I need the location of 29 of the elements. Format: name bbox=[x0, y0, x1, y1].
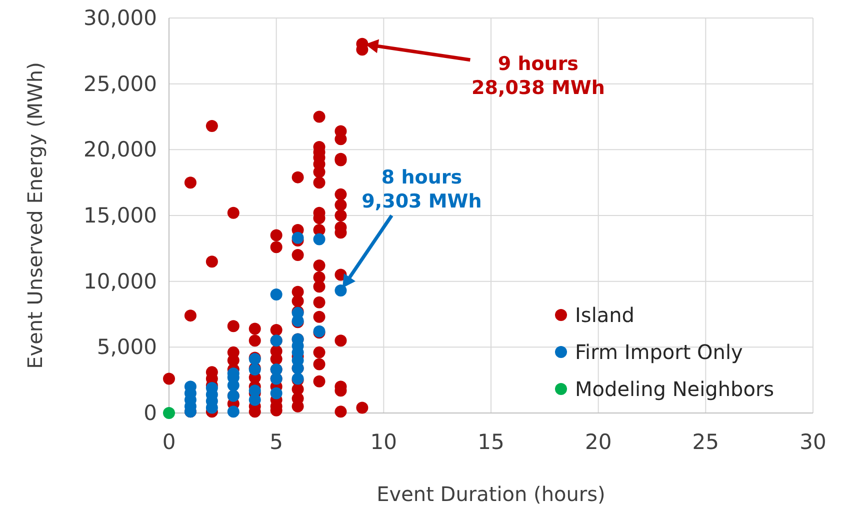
x-tick-label: 10 bbox=[370, 430, 398, 454]
y-tick-label: 20,000 bbox=[84, 138, 157, 162]
y-tick-label: 10,000 bbox=[84, 269, 157, 294]
annotation: 9 hours 28,038 MWh bbox=[472, 52, 605, 99]
point bbox=[163, 407, 175, 419]
y-tick-label: 5,000 bbox=[96, 335, 157, 360]
y-tick-label: 30,000 bbox=[84, 6, 157, 30]
point bbox=[313, 233, 326, 246]
x-tick-label: 25 bbox=[692, 430, 720, 454]
point bbox=[248, 394, 261, 406]
x-tick-label: 0 bbox=[162, 430, 176, 454]
point bbox=[334, 284, 347, 297]
legend-label: Island bbox=[575, 303, 635, 327]
point bbox=[270, 288, 282, 300]
legend-label: Firm Import Only bbox=[575, 340, 744, 364]
y-tick-label: 0 bbox=[144, 401, 157, 425]
point bbox=[270, 387, 282, 400]
x-tick-label: 20 bbox=[584, 430, 612, 454]
x-tick-label: 30 bbox=[800, 430, 826, 454]
x-tick-label: 15 bbox=[478, 430, 504, 454]
legend-label: Modeling Neighbors bbox=[575, 377, 774, 401]
point bbox=[227, 406, 240, 418]
x-axis-title: Event Duration (hours) bbox=[376, 482, 606, 506]
point bbox=[292, 232, 304, 244]
x-tick-label: 5 bbox=[270, 430, 284, 454]
y-tick-label: 25,000 bbox=[84, 72, 157, 96]
annotation: 8 hours 9,303 MWh bbox=[362, 166, 482, 213]
y-tick-label: 15,000 bbox=[84, 204, 157, 228]
y-axis-title: Event Unserved Energy (MWh) bbox=[23, 62, 47, 369]
